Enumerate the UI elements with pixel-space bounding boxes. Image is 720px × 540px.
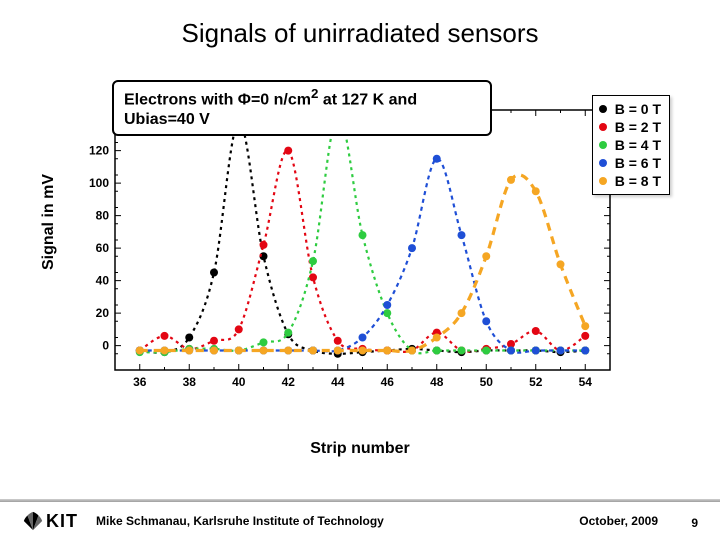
legend-marker-icon [599,105,607,113]
kit-logo: KIT [22,510,78,532]
signal-chart: 0 20 40 60 80 100 120 36 38 40 42 44 46 48 50 52 54 [60,100,620,400]
svg-text:50: 50 [480,375,494,389]
footer: KIT Mike Schmanau, Karlsruhe Institute o… [0,502,720,540]
svg-text:36: 36 [133,375,147,389]
svg-text:120: 120 [89,144,109,158]
legend-label: B = 0 T [615,101,661,117]
svg-text:40: 40 [96,274,110,288]
kit-fan-icon [22,510,44,532]
caption-prefix: Electrons with [124,91,238,108]
legend-label: B = 8 T [615,173,661,189]
footer-date: October, 2009 [579,514,658,528]
legend-item: B = 8 T [599,172,661,190]
legend-item: B = 2 T [599,118,661,136]
legend-marker-icon [599,159,607,167]
x-axis-label: Strip number [0,440,720,458]
legend-marker-icon [599,177,607,185]
svg-text:0: 0 [102,339,109,353]
legend-label: B = 6 T [615,155,661,171]
legend-item: B = 0 T [599,100,661,118]
legend-item: B = 6 T [599,154,661,172]
slide-title: Signals of unirradiated sensors [0,0,720,49]
chart-caption: Electrons with Φ=0 n/cm2 at 127 K and Ub… [112,80,492,136]
svg-text:20: 20 [96,306,110,320]
svg-text:44: 44 [331,375,345,389]
footer-credit: Mike Schmanau, Karlsruhe Institute of Te… [96,514,579,528]
svg-text:42: 42 [282,375,296,389]
legend-label: B = 2 T [615,119,661,135]
svg-text:46: 46 [381,375,395,389]
svg-text:48: 48 [430,375,444,389]
legend-marker-icon [599,141,607,149]
svg-text:80: 80 [96,209,110,223]
svg-text:100: 100 [89,176,109,190]
svg-text:52: 52 [529,375,543,389]
kit-text: KIT [46,511,78,532]
chart-legend: B = 0 T B = 2 T B = 4 T B = 6 T B = 8 T [592,95,670,195]
legend-marker-icon [599,123,607,131]
svg-text:54: 54 [579,375,593,389]
svg-text:40: 40 [232,375,246,389]
caption-phi: Φ [238,91,251,108]
legend-item: B = 4 T [599,136,661,154]
legend-label: B = 4 T [615,137,661,153]
y-axis-label: Signal in mV [40,174,58,270]
page-number: 9 [691,516,698,530]
chart-area: 0 20 40 60 80 100 120 36 38 40 42 44 46 48 50 52 54 [60,100,660,440]
caption-mid: =0 n/cm [251,91,311,108]
svg-text:60: 60 [96,241,110,255]
svg-text:38: 38 [183,375,197,389]
